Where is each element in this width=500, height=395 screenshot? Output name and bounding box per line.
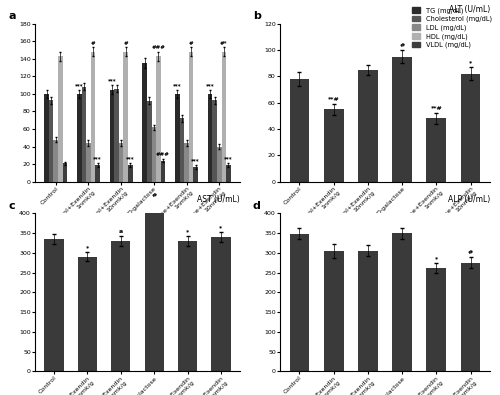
Bar bbox=[290, 79, 310, 182]
Text: b: b bbox=[252, 11, 260, 21]
Bar bbox=[392, 233, 412, 371]
Bar bbox=[180, 118, 184, 182]
Bar bbox=[152, 127, 156, 182]
Text: ***: *** bbox=[224, 156, 232, 162]
Text: *: * bbox=[220, 225, 222, 230]
Text: #: # bbox=[152, 193, 157, 198]
Bar bbox=[62, 163, 67, 182]
Bar bbox=[208, 94, 212, 182]
Text: ###: ### bbox=[152, 45, 166, 50]
Text: ***: *** bbox=[206, 83, 214, 88]
Text: **#: **# bbox=[430, 106, 442, 111]
Text: *: * bbox=[186, 229, 189, 234]
Bar bbox=[128, 165, 132, 182]
Bar bbox=[175, 94, 180, 182]
Text: ***: *** bbox=[75, 83, 84, 88]
Bar bbox=[160, 161, 166, 182]
Text: #: # bbox=[189, 41, 194, 46]
Bar bbox=[290, 234, 310, 371]
Bar bbox=[217, 147, 222, 182]
Text: #*: #* bbox=[220, 41, 228, 46]
Bar bbox=[49, 100, 54, 182]
Bar bbox=[426, 268, 446, 371]
Bar bbox=[77, 94, 82, 182]
Bar bbox=[144, 205, 164, 371]
Bar bbox=[86, 143, 90, 182]
Bar bbox=[156, 56, 160, 182]
Bar bbox=[184, 143, 189, 182]
Bar bbox=[460, 263, 480, 371]
Bar bbox=[226, 165, 230, 182]
Text: ***: *** bbox=[173, 83, 182, 88]
Text: *: * bbox=[86, 245, 89, 250]
Bar bbox=[90, 52, 96, 182]
Text: ***: *** bbox=[94, 156, 102, 162]
Bar bbox=[44, 94, 49, 182]
Bar bbox=[324, 251, 344, 371]
Bar bbox=[358, 251, 378, 371]
Legend: TG (mg/dL), Cholesterol (mg/dL), LDL (mg/dL), HDL (mg/dL), VLDL (mg/dL): TG (mg/dL), Cholesterol (mg/dL), LDL (mg… bbox=[412, 7, 492, 48]
Text: ALT (U/mL): ALT (U/mL) bbox=[449, 5, 490, 14]
Text: AST (U/mL): AST (U/mL) bbox=[197, 195, 240, 204]
Text: #: # bbox=[124, 41, 128, 46]
Bar bbox=[178, 241, 198, 371]
Text: #: # bbox=[468, 250, 473, 255]
Text: ALP (U/mL): ALP (U/mL) bbox=[448, 195, 490, 204]
Bar bbox=[222, 52, 226, 182]
Text: c: c bbox=[8, 201, 15, 211]
Bar bbox=[111, 241, 130, 371]
Bar bbox=[82, 87, 86, 182]
Bar bbox=[124, 52, 128, 182]
Text: a: a bbox=[8, 11, 16, 21]
Text: *: * bbox=[434, 256, 438, 261]
Bar bbox=[189, 52, 194, 182]
Text: a: a bbox=[118, 229, 123, 234]
Bar bbox=[212, 237, 231, 371]
Text: #: # bbox=[400, 43, 404, 48]
Bar bbox=[194, 167, 198, 182]
Text: ***: *** bbox=[192, 158, 200, 163]
Text: **#: **# bbox=[328, 97, 340, 102]
Bar bbox=[119, 143, 124, 182]
Text: #: # bbox=[90, 41, 96, 46]
Bar bbox=[358, 70, 378, 182]
Text: d: d bbox=[252, 201, 260, 211]
Bar bbox=[392, 56, 412, 182]
Bar bbox=[460, 74, 480, 182]
Text: *: * bbox=[469, 60, 472, 65]
Text: ###: ### bbox=[156, 152, 170, 157]
Bar bbox=[96, 165, 100, 182]
Bar bbox=[147, 101, 152, 182]
Bar bbox=[114, 88, 119, 182]
Bar bbox=[44, 239, 64, 371]
Bar bbox=[212, 100, 217, 182]
Bar bbox=[58, 56, 62, 182]
Bar bbox=[54, 139, 58, 182]
Text: ***: *** bbox=[108, 78, 116, 83]
Bar bbox=[142, 63, 147, 182]
Bar bbox=[426, 118, 446, 182]
Bar bbox=[324, 109, 344, 182]
Text: ***: *** bbox=[126, 156, 134, 162]
Bar bbox=[110, 90, 114, 182]
Bar bbox=[78, 257, 97, 371]
